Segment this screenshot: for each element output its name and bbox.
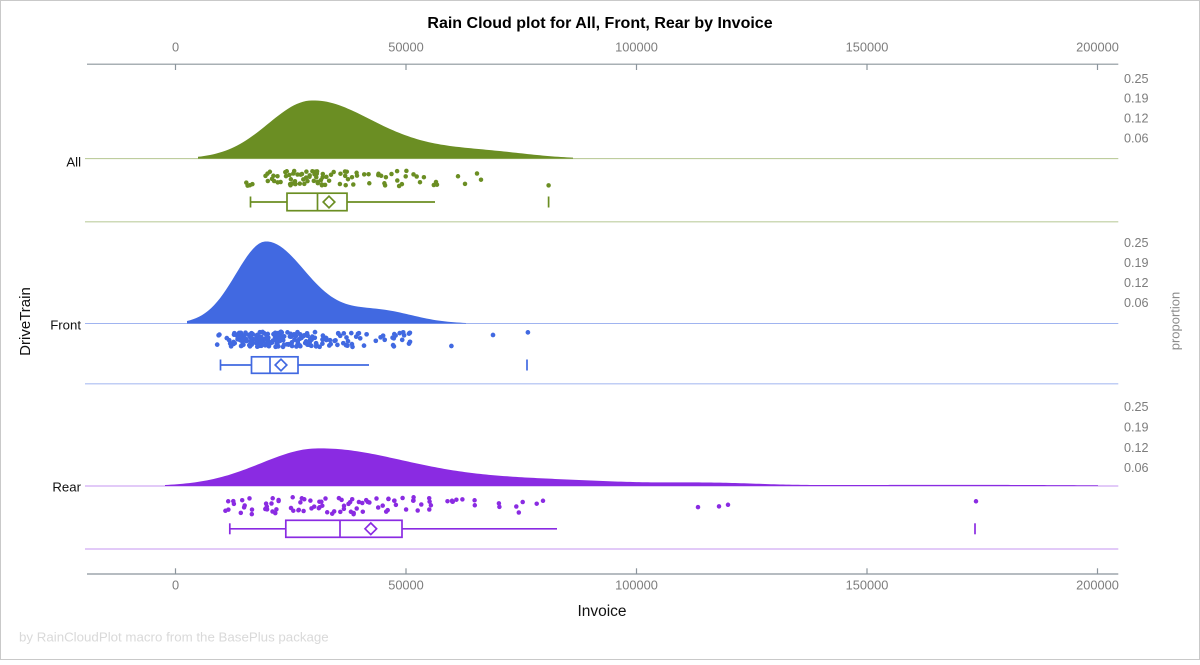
svg-text:150000: 150000: [846, 577, 889, 592]
svg-text:100000: 100000: [615, 40, 658, 55]
svg-text:150000: 150000: [846, 40, 889, 55]
svg-text:0: 0: [172, 40, 179, 55]
svg-text:proportion: proportion: [1168, 292, 1183, 351]
svg-text:0.25: 0.25: [1124, 236, 1149, 250]
svg-text:0.12: 0.12: [1124, 441, 1149, 455]
svg-text:DriveTrain: DriveTrain: [17, 287, 34, 356]
svg-text:Rain Cloud plot for All, Front: Rain Cloud plot for All, Front, Rear by …: [427, 15, 772, 32]
svg-text:0.25: 0.25: [1124, 400, 1149, 414]
svg-text:0.12: 0.12: [1124, 276, 1149, 290]
svg-text:0.25: 0.25: [1124, 72, 1149, 86]
svg-text:50000: 50000: [388, 577, 424, 592]
svg-text:0.06: 0.06: [1124, 461, 1149, 475]
svg-text:0.12: 0.12: [1124, 112, 1149, 126]
svg-text:Rear: Rear: [52, 479, 81, 494]
svg-text:Invoice: Invoice: [577, 603, 626, 620]
svg-text:0.19: 0.19: [1124, 421, 1149, 435]
svg-text:50000: 50000: [388, 40, 424, 55]
svg-text:200000: 200000: [1076, 577, 1119, 592]
svg-text:0.06: 0.06: [1124, 132, 1149, 146]
svg-text:All: All: [66, 154, 81, 169]
svg-text:by RainCloudPlot macro from th: by RainCloudPlot macro from the BasePlus…: [19, 630, 329, 645]
svg-text:0: 0: [172, 577, 179, 592]
svg-text:100000: 100000: [615, 577, 658, 592]
svg-text:Front: Front: [50, 317, 81, 332]
svg-text:0.06: 0.06: [1124, 296, 1149, 310]
svg-text:200000: 200000: [1076, 40, 1119, 55]
svg-text:0.19: 0.19: [1124, 256, 1149, 270]
svg-text:0.19: 0.19: [1124, 92, 1149, 106]
